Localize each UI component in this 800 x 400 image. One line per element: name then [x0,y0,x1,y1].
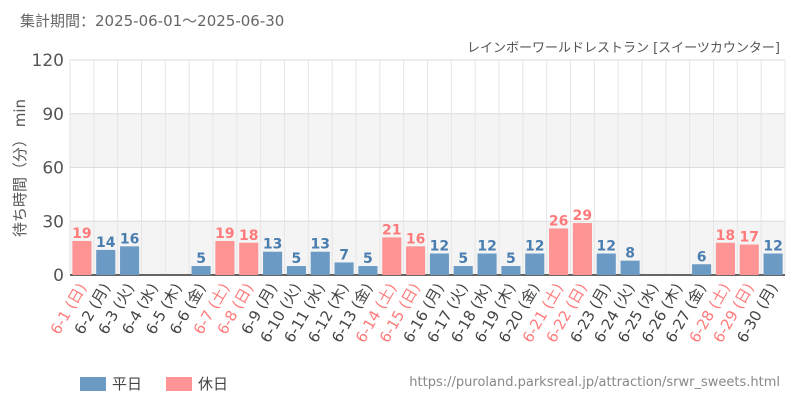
bar [96,249,116,275]
bar [620,260,640,275]
y-tick-label: 30 [42,212,64,232]
y-tick-label: 120 [32,51,64,71]
bar-value-label: 19 [72,226,91,242]
bar-value-label: 8 [625,246,635,262]
bar-value-label: 17 [740,230,759,246]
bar [453,266,473,275]
bar-value-label: 12 [477,239,496,255]
bar-value-label: 21 [382,222,401,238]
bar [334,262,354,275]
legend: 平日 休日 [80,373,242,394]
bar-value-label: 19 [215,226,234,242]
period-text: 集計期間：2025-06-01～2025-06-30 [20,12,285,30]
bar-value-label: 5 [292,251,302,267]
bar [477,253,497,275]
bar-value-label: 12 [430,239,449,255]
bar-value-label: 12 [763,239,782,255]
bar-value-label: 6 [697,249,707,265]
y-tick-label: 90 [42,105,64,125]
bar [191,266,211,275]
y-axis-label: 待ち時間（分） min [11,99,29,237]
chart-title: レインボーワールドレストラン [スイーツカウンター] [467,41,780,56]
bar-value-label: 5 [458,251,468,267]
legend-swatch-weekday [80,376,106,391]
bar [120,246,140,275]
bar [549,228,569,275]
bar-value-label: 5 [196,251,206,267]
y-tick-label: 60 [42,159,64,179]
bar [429,253,449,275]
bar-value-label: 7 [339,247,349,263]
bar-value-label: 18 [239,228,258,244]
bar-value-label: 29 [573,208,592,224]
bar [239,242,259,275]
bar-value-label: 13 [263,237,282,253]
bar-value-label: 12 [525,239,544,255]
bar [715,242,735,275]
bar [525,253,545,275]
bar [358,266,378,275]
bar [72,240,92,275]
bar [310,251,330,275]
y-tick-label: 0 [53,266,64,286]
bar-value-label: 5 [363,251,373,267]
bar [286,266,306,275]
bar-value-label: 16 [406,231,425,247]
legend-item-weekday: 平日 [80,373,142,394]
bar [739,244,759,275]
bar [596,253,616,275]
bar [763,253,783,275]
bar-value-label: 14 [96,235,116,251]
bar [501,266,521,275]
legend-swatch-holiday [166,376,193,391]
bar [692,264,712,275]
bar-value-label: 12 [597,239,616,255]
bar [572,223,592,275]
bar-value-label: 13 [311,237,330,253]
legend-label-weekday: 平日 [112,375,143,393]
bar-value-label: 16 [120,231,139,247]
bar [263,251,283,275]
legend-item-holiday: 休日 [166,373,228,394]
legend-label-holiday: 休日 [198,375,229,393]
bar-value-label: 5 [506,251,516,267]
bar [406,246,426,275]
bar-value-label: 26 [549,213,568,229]
source-url: https://puroland.parksreal.jp/attraction… [409,375,780,390]
bar-value-label: 18 [716,228,735,244]
bar [215,240,235,275]
bar [382,237,402,275]
